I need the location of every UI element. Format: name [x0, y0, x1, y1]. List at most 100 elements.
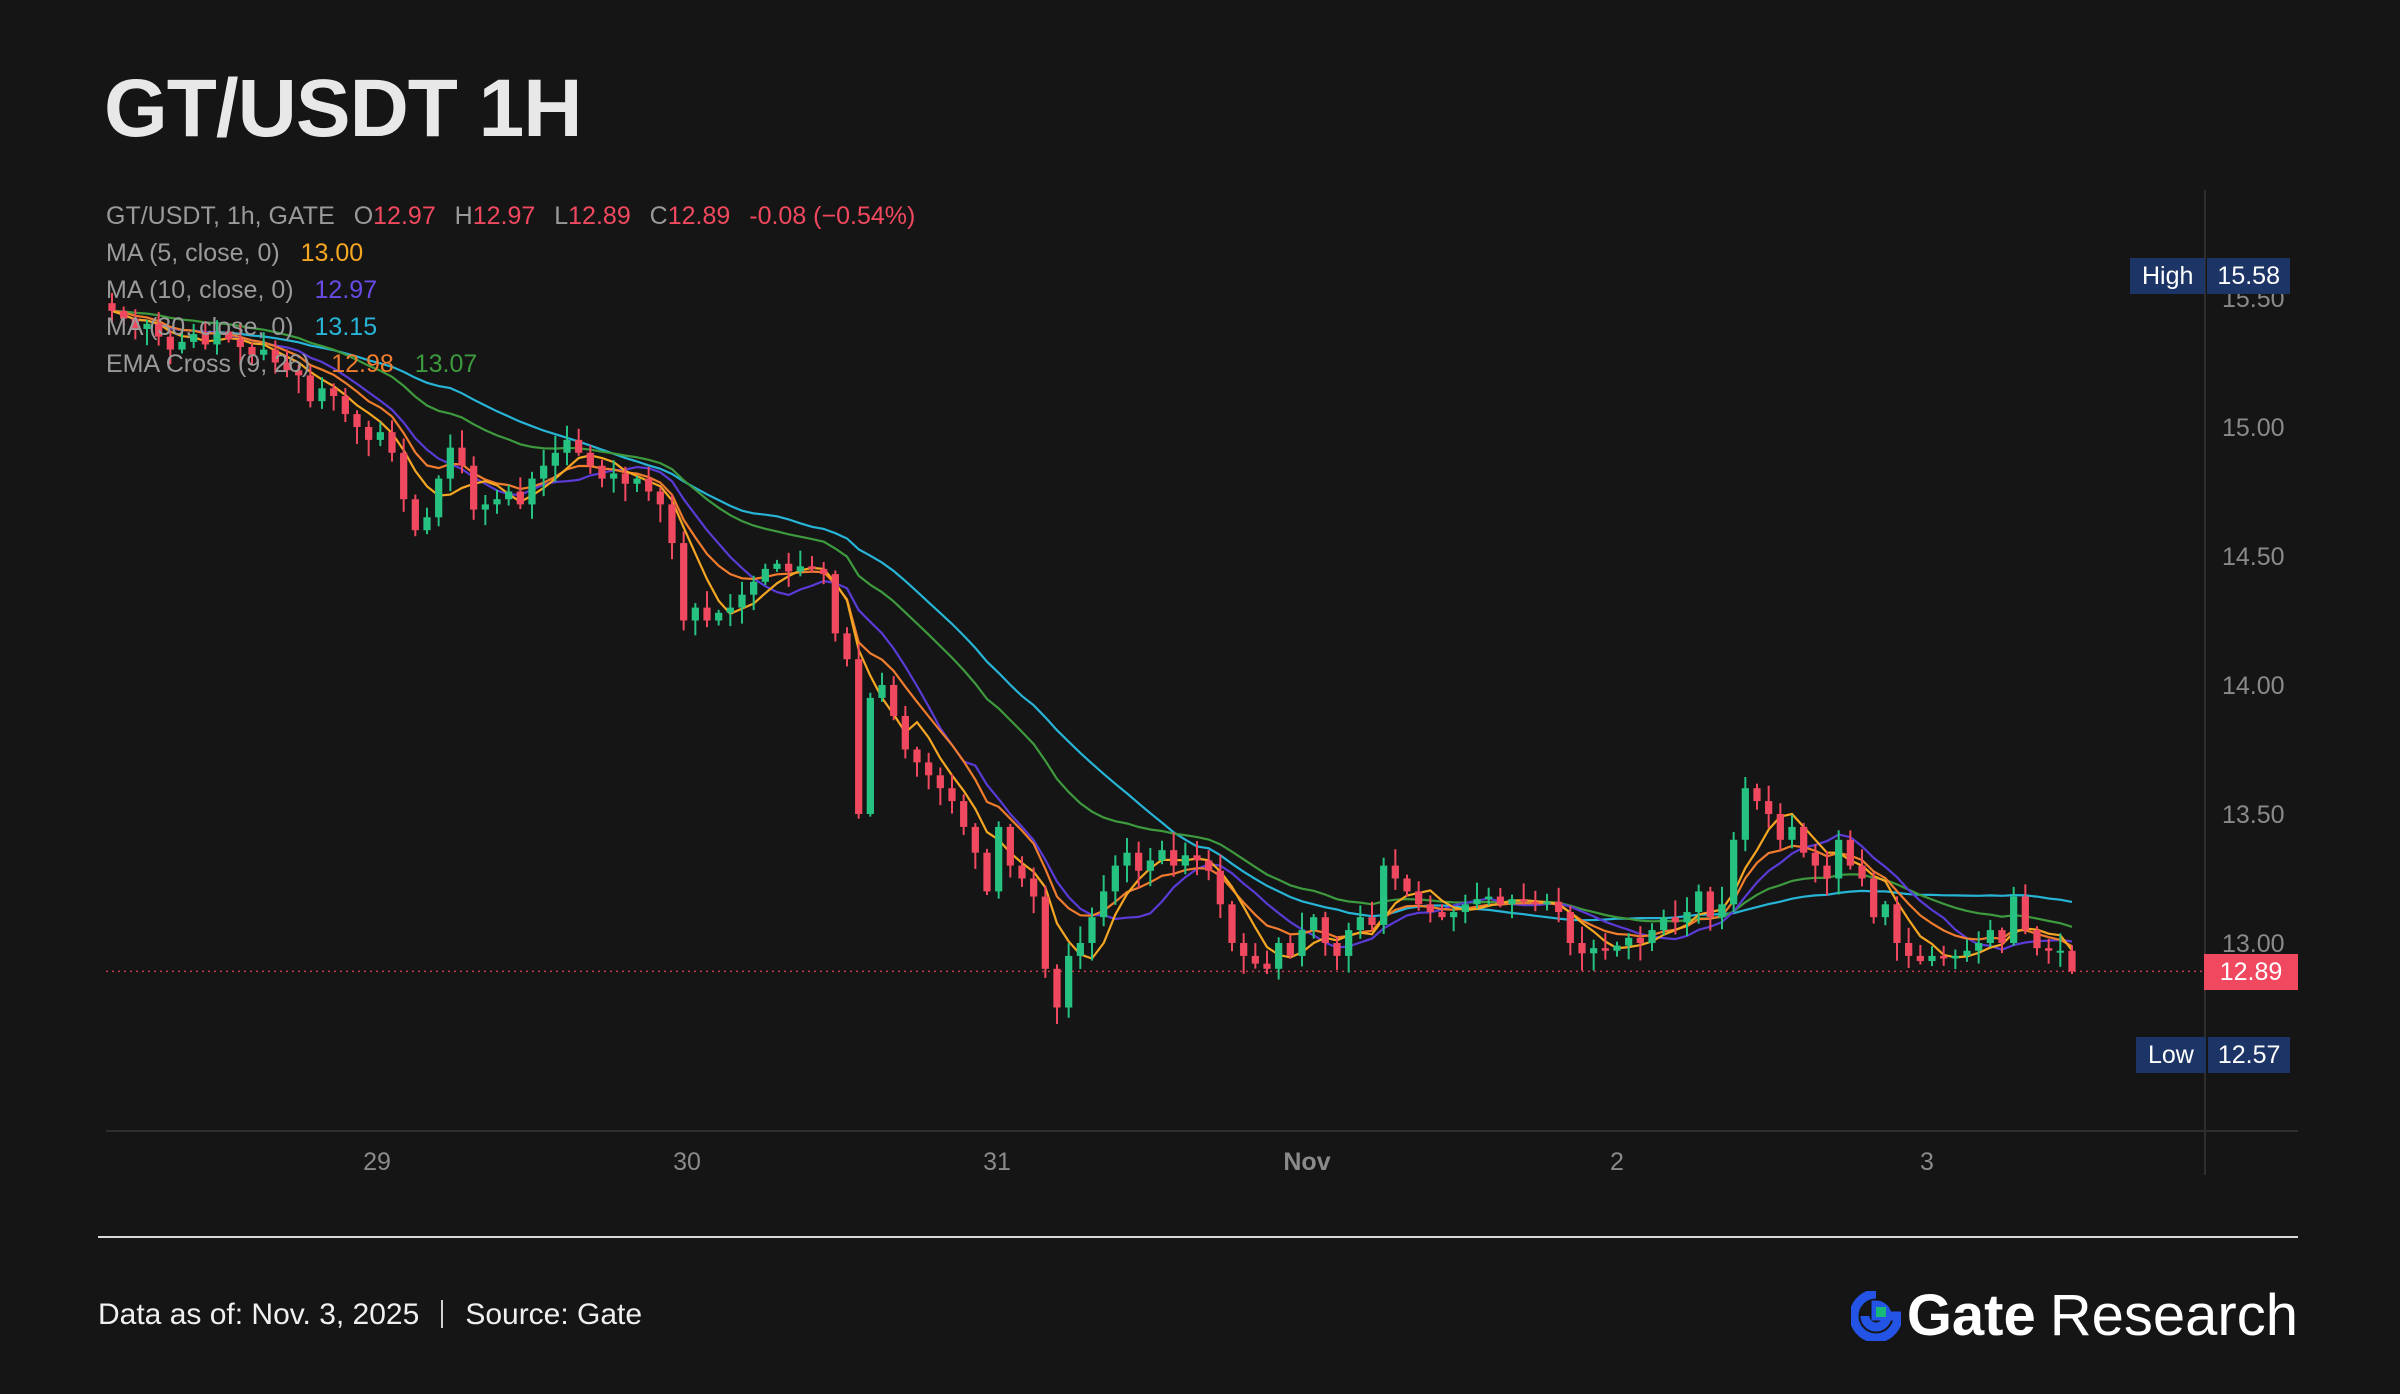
low-tag-label: Low: [2136, 1037, 2206, 1073]
candle-body: [1286, 943, 1294, 956]
candle-body: [458, 447, 466, 466]
y-tick-label: 14.00: [2222, 672, 2285, 700]
candle-body: [680, 543, 688, 621]
page-title: GT/USDT 1H: [104, 63, 582, 154]
candle-body: [365, 427, 373, 440]
legend-ma30-label: MA (30, close, 0): [106, 313, 294, 341]
moving-average-lines: [111, 309, 2073, 960]
candle-body: [306, 375, 314, 402]
candle-body: [785, 563, 793, 572]
candle-body: [516, 491, 524, 505]
legend-change: -0.08 (−0.54%): [749, 202, 916, 230]
candle-body: [563, 439, 571, 453]
candle-body: [1275, 943, 1283, 969]
candle-body: [353, 414, 361, 427]
footer-source-info: Data as of: Nov. 3, 2025 Source: Gate: [98, 1298, 642, 1332]
candle-body: [1181, 855, 1189, 866]
candle-body: [528, 478, 536, 505]
candle-body: [1146, 860, 1154, 871]
candle-body: [505, 491, 513, 500]
x-tick-label: Nov: [1283, 1148, 1330, 1176]
candle-body: [1088, 917, 1096, 943]
candle-body: [1065, 955, 1073, 1008]
candle-body: [2068, 950, 2076, 972]
chart-legend: GT/USDT, 1h, GATE O12.97 H12.97 L12.89 C…: [106, 198, 915, 383]
candle-body: [271, 349, 279, 363]
candle-body: [621, 473, 629, 484]
candle-body: [1578, 943, 1586, 954]
candle-body: [995, 826, 1003, 892]
candle-body: [715, 612, 723, 621]
candle-body: [1625, 937, 1633, 946]
high-price-tag: High 15.58: [2130, 258, 2290, 294]
candle-body: [493, 499, 501, 505]
candle-body: [435, 478, 443, 518]
ma10-line: [111, 309, 2073, 951]
candle-body: [2010, 896, 2018, 943]
y-tick-label: 14.50: [2222, 543, 2285, 571]
candle-body: [1123, 852, 1131, 866]
footer-divider: [98, 1236, 2298, 1238]
candle-body: [1928, 955, 1936, 962]
legend-ema-slow-value: 13.07: [414, 350, 478, 378]
candle-body: [726, 607, 734, 613]
candle-body: [1193, 855, 1201, 861]
candle-body: [1601, 948, 1609, 951]
candle-body: [1356, 917, 1364, 931]
y-tick-label: 13.00: [2222, 930, 2285, 958]
candle-body: [1006, 826, 1014, 866]
candle-body: [656, 491, 664, 505]
candle-body: [1963, 950, 1971, 956]
legend-ohlc-row: GT/USDT, 1h, GATE O12.97 H12.97 L12.89 C…: [106, 198, 915, 235]
candle-body: [738, 594, 746, 608]
candle-body: [866, 697, 874, 814]
candle-body: [831, 574, 839, 634]
candle-body: [971, 826, 979, 853]
candle-body: [190, 334, 198, 342]
candle-body: [703, 607, 711, 621]
candle-body: [808, 566, 816, 569]
candle-body: [925, 762, 933, 776]
candle-body: [843, 633, 851, 660]
candle-body: [411, 499, 419, 531]
candle-body: [1205, 860, 1213, 871]
candle-body: [1846, 839, 1854, 866]
candle-body: [1030, 878, 1038, 897]
candle-body: [2056, 950, 2064, 953]
candle-body: [446, 447, 454, 479]
candle-body: [1135, 852, 1143, 871]
footer-separator: [441, 1300, 444, 1328]
legend-low-label: L: [554, 202, 569, 230]
candle-body: [575, 439, 583, 453]
candle-body: [120, 310, 128, 319]
candle-body: [913, 749, 921, 763]
candle-body: [1905, 943, 1913, 956]
brand-name: Gate: [1906, 1283, 2036, 1348]
candle-body: [248, 347, 256, 355]
candle-body: [1636, 937, 1644, 943]
candle-body: [983, 852, 991, 892]
last-price-tag: 12.89: [2204, 954, 2298, 990]
candle-body: [1870, 878, 1878, 918]
candle-body: [1158, 850, 1166, 861]
candle-body: [1310, 917, 1318, 931]
candle-body: [1951, 955, 1959, 959]
legend-ma10-row: MA (10, close, 0) 12.97: [106, 272, 915, 309]
candle-body: [166, 336, 174, 350]
candle-body: [2045, 948, 2053, 951]
candle-body: [178, 341, 186, 350]
candle-body: [890, 685, 898, 716]
candle-body: [481, 504, 489, 510]
ma5-line: [111, 309, 2073, 960]
candle-body: [610, 473, 618, 479]
candle-body: [283, 362, 291, 371]
candle-body: [820, 568, 828, 575]
candle-body: [633, 478, 641, 484]
legend-ma5-row: MA (5, close, 0) 13.00: [106, 235, 915, 272]
gate-logo-icon: [1850, 1290, 1901, 1341]
candle-body: [295, 370, 303, 376]
candle-body: [1940, 955, 1948, 959]
candle-body: [131, 318, 139, 329]
candle-body: [1485, 896, 1493, 900]
